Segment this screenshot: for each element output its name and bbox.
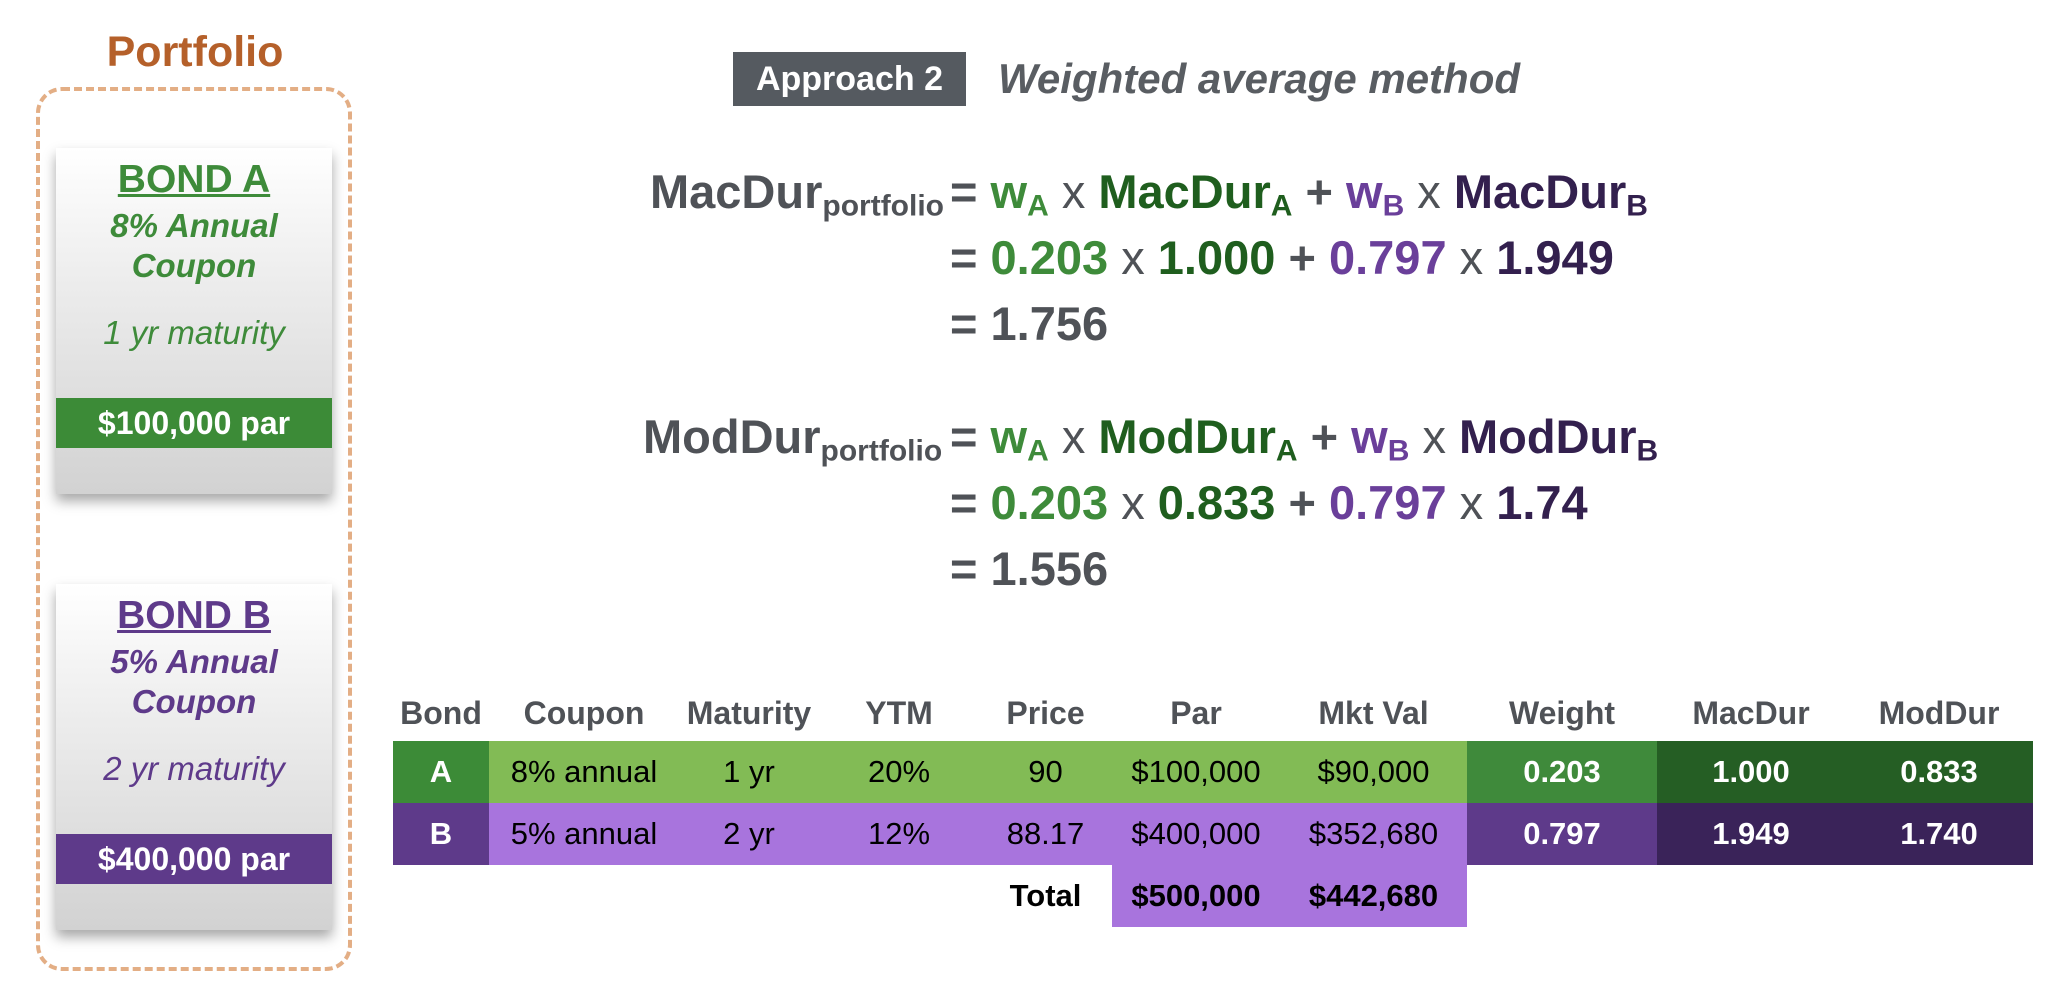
moddur-lhs: ModDurportfolio — [643, 407, 942, 467]
moddur-result: = 1.556 — [950, 542, 1109, 595]
header-mkt-val: Mkt Val — [1318, 695, 1429, 731]
total-par: $500,000 — [1112, 865, 1280, 927]
equals-sign: = — [950, 476, 978, 529]
times-sign: x — [1422, 410, 1446, 463]
header-moddur: ModDur — [1878, 695, 2000, 731]
moddur-lhs-label: ModDur — [643, 410, 821, 463]
header-par: Par — [1170, 695, 1222, 731]
plus-sign: + — [1310, 410, 1339, 463]
macdur-lhs-sub: portfolio — [822, 189, 945, 223]
times-sign: x — [1417, 165, 1441, 218]
portfolio-box — [36, 87, 352, 971]
portfolio-title: Portfolio — [106, 28, 284, 76]
row-a-light-band — [489, 741, 1467, 803]
bond-b-par: $400,000 par — [56, 834, 332, 884]
moddur-lhs-sub: portfolio — [820, 434, 943, 468]
cell-price: 88.17 — [1006, 816, 1085, 851]
times-sign: x — [1061, 165, 1086, 218]
cell-bond: B — [393, 803, 489, 865]
cell-ytm: 12% — [867, 816, 931, 851]
total-mkt-val: $442,680 — [1280, 865, 1467, 927]
bond-a-coupon-line1: 8% Annual — [110, 207, 278, 244]
cell-mkt-val: $90,000 — [1317, 754, 1430, 789]
cell-coupon: 8% annual — [510, 754, 658, 789]
total-label: Total — [1009, 878, 1082, 913]
macdur-b-value: 1.949 — [1496, 231, 1614, 284]
cell-mkt-val: $352,680 — [1308, 816, 1439, 851]
cell-ytm: 20% — [867, 754, 931, 789]
header-ytm: YTM — [865, 695, 933, 731]
macdur-b-symbol: MacDurB — [1453, 165, 1648, 223]
equals-sign: = — [950, 231, 978, 284]
bond-b-coupon: 5% Annual Coupon — [56, 642, 332, 722]
moddur-values-line: = 0.203 x 0.833 + 0.797 x 1.74 — [950, 473, 1588, 533]
bond-a-coupon: 8% Annual Coupon — [56, 206, 332, 286]
cell-price: 90 — [1028, 754, 1063, 789]
weight-a-value: 0.203 — [990, 231, 1109, 284]
cell-coupon: 5% annual — [510, 816, 658, 851]
header-price: Price — [1006, 695, 1085, 731]
bond-b-coupon-line1: 5% Annual — [110, 643, 278, 680]
bond-a-name: BOND A — [117, 158, 271, 201]
cell-maturity: 1 yr — [723, 754, 775, 789]
bond-b-maturity: 2 yr maturity — [103, 750, 285, 787]
macdur-lhs: MacDurportfolio — [650, 162, 944, 222]
moddur-b-value: 1.74 — [1496, 476, 1588, 529]
header-maturity: Maturity — [686, 695, 812, 731]
macdur-a-value: 1.000 — [1157, 231, 1276, 284]
header-coupon: Coupon — [523, 695, 645, 731]
macdur-formula-line: = wA x MacDurA + wB x MacDurB — [950, 162, 1648, 222]
plus-sign: + — [1305, 165, 1333, 218]
plus-sign: + — [1288, 476, 1316, 529]
moddur-a-value: 0.833 — [1157, 476, 1276, 529]
moddur-b-symbol: ModDurB — [1459, 410, 1659, 468]
cell-macdur: 1.000 — [1657, 741, 1845, 803]
cell-maturity: 2 yr — [723, 816, 775, 851]
times-sign: x — [1459, 476, 1484, 529]
header-weight: Weight — [1508, 695, 1616, 731]
macdur-result: = 1.756 — [950, 297, 1109, 350]
weight-a-value: 0.203 — [990, 476, 1109, 529]
moddur-formula-line: = wA x ModDurA + wB x ModDurB — [950, 407, 1658, 467]
weight-b-symbol: wB — [1346, 165, 1405, 223]
row-b-light-band — [489, 803, 1467, 865]
bond-b-name: BOND B — [117, 594, 271, 637]
macdur-lhs-label: MacDur — [650, 165, 823, 218]
bond-a-coupon-line2: Coupon — [131, 247, 257, 284]
bond-a-maturity: 1 yr maturity — [103, 314, 285, 351]
weight-a-symbol: wA — [990, 165, 1049, 223]
weight-b-value: 0.797 — [1328, 231, 1447, 284]
cell-moddur: 0.833 — [1845, 741, 2033, 803]
weight-b-value: 0.797 — [1328, 476, 1447, 529]
cell-bond: A — [393, 741, 489, 803]
macdur-values-line: = 0.203 x 1.000 + 0.797 x 1.949 — [950, 228, 1614, 288]
macdur-a-symbol: MacDurA — [1098, 165, 1293, 223]
bond-a-par: $100,000 par — [56, 398, 332, 448]
header-macdur: MacDur — [1692, 695, 1810, 731]
weight-a-symbol: wA — [990, 410, 1049, 468]
header-bond: Bond — [400, 695, 482, 731]
approach-subtitle: Weighted average method — [998, 55, 1521, 102]
weight-b-symbol: wB — [1351, 410, 1410, 468]
cell-par: $400,000 — [1131, 816, 1261, 851]
times-sign: x — [1121, 231, 1145, 284]
cell-weight: 0.203 — [1467, 741, 1657, 803]
plus-sign: + — [1288, 231, 1316, 284]
cell-weight: 0.797 — [1467, 803, 1657, 865]
equals-sign: = — [950, 165, 978, 218]
cell-par: $100,000 — [1131, 754, 1261, 789]
bond-a-card: BOND A 8% Annual Coupon 1 yr maturity $1… — [56, 148, 332, 494]
times-sign: x — [1121, 476, 1145, 529]
moddur-a-symbol: ModDurA — [1098, 410, 1298, 468]
times-sign: x — [1061, 410, 1086, 463]
cell-moddur: 1.740 — [1845, 803, 2033, 865]
bond-b-coupon-line2: Coupon — [131, 683, 257, 720]
cell-macdur: 1.949 — [1657, 803, 1845, 865]
approach-badge: Approach 2 — [733, 52, 966, 106]
times-sign: x — [1459, 231, 1484, 284]
equals-sign: = — [950, 410, 978, 463]
bond-b-card: BOND B 5% Annual Coupon 2 yr maturity $4… — [56, 584, 332, 930]
